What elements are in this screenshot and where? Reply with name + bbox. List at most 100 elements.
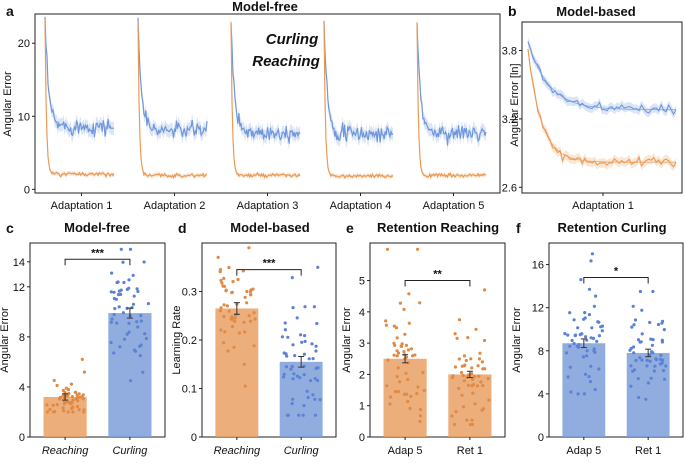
panel-c-point [71, 410, 75, 414]
panel-f-point [563, 332, 567, 336]
panel-c-ytick-label-2: 8 [19, 332, 25, 344]
panel-d-point [222, 314, 226, 319]
panel-e-point [395, 354, 399, 358]
panel-c-significance-bracket [64, 258, 131, 266]
panel-d-point [289, 367, 293, 371]
panel-c-point [109, 340, 113, 345]
panel-d-point [243, 295, 247, 299]
panel-a-ytick-label-0: 0 [24, 184, 30, 196]
panel-f-point [636, 377, 640, 381]
panel-a-line-curling-1 [44, 16, 115, 138]
panel-c-point [132, 294, 136, 298]
panel-c-point [127, 278, 131, 282]
panel-c-point [109, 290, 113, 294]
panel-d-significance-bracket [236, 269, 302, 276]
panel-letter-f: f [516, 220, 521, 236]
panel-c-point [117, 305, 121, 309]
panel-c-point [138, 344, 142, 348]
panel-e-point [466, 383, 470, 387]
panel-a-line-curling-5 [416, 23, 487, 146]
panel-f-point [644, 397, 648, 401]
panel-d-point [290, 276, 294, 280]
panel-a-line-curling-3 [230, 23, 301, 144]
panel-c-ytick-label-0: 0 [19, 432, 25, 444]
panel-e-point [474, 327, 478, 331]
panel-c-point [66, 410, 70, 414]
panel-e-point [418, 419, 422, 423]
panel-d-point [291, 343, 295, 347]
panel-e-point [405, 392, 409, 396]
panel-a-line-reaching-5 [416, 22, 487, 179]
panel-d-ytick-label-2: 0.2 [182, 335, 197, 347]
panel-c-xtick-label-2: Curling [112, 445, 148, 457]
panel-d-point [242, 362, 246, 366]
panel-d-point [292, 372, 296, 376]
panel-e-point [399, 344, 404, 348]
panel-e-point [418, 407, 423, 412]
panel-c-point [119, 288, 123, 292]
panel-e-point [471, 377, 475, 381]
panel-e-point [418, 301, 422, 305]
panel-d-point [286, 335, 290, 339]
panel-e-point [408, 406, 412, 410]
panel-f-ytick-label-4: 16 [532, 260, 544, 272]
panel-d-point [313, 413, 318, 417]
panel-a-band-curling-4 [324, 14, 393, 150]
panel-e-point [471, 391, 475, 395]
panel-f-point [597, 367, 601, 371]
panel-c-point [80, 357, 84, 361]
panel-f-point [596, 320, 600, 324]
panel-e-point [384, 323, 388, 327]
panel-c-point [122, 337, 127, 341]
panel-e-point [475, 384, 480, 388]
panel-d-point [318, 398, 322, 402]
panel-d-point [280, 335, 284, 339]
panel-d-point [252, 344, 256, 348]
panel-e-point [407, 292, 411, 296]
panel-f-point [589, 259, 593, 263]
panel-c-point [82, 410, 86, 414]
panel-c-point [135, 287, 139, 291]
panel-d-point [313, 397, 317, 401]
panel-f-point [592, 349, 596, 353]
panel-a-band-reaching-5 [417, 20, 486, 180]
panel-e-point [470, 422, 474, 427]
panel-e-xtick-label-2: Ret 1 [457, 445, 483, 457]
panel-d-point [218, 268, 222, 272]
panel-f-significance-bracket [583, 276, 649, 284]
panel-a-line-reaching-1 [44, 20, 115, 179]
panel-c-point [141, 370, 145, 374]
panel-d-significance-label: *** [263, 258, 277, 270]
panel-f-point [590, 326, 594, 330]
panel-e-point [413, 353, 417, 357]
panel-c-point [112, 312, 116, 317]
panel-b-title: Model-based [556, 4, 636, 19]
panel-e-point [470, 384, 474, 388]
panel-f-point [638, 356, 642, 360]
panel-e-point [393, 390, 398, 394]
panel-e-point [466, 373, 470, 377]
panel-c-point [119, 247, 123, 251]
panel-e-point [462, 364, 467, 368]
panel-e-point [481, 384, 485, 388]
panel-f-point [658, 357, 663, 361]
panel-f-point [575, 344, 579, 348]
panel-e-ytick-label-5: 5 [359, 276, 365, 288]
panel-e-point [462, 354, 467, 358]
panel-f-point [630, 325, 634, 329]
panel-d-point [219, 278, 223, 283]
panel-e-point [392, 353, 396, 357]
panel-c-point [45, 410, 50, 414]
panel-f-point [589, 336, 593, 340]
panel-c-point [66, 388, 71, 392]
panel-d-point [237, 331, 241, 335]
panel-a-band-reaching-4 [324, 19, 393, 180]
panel-e-point [395, 336, 399, 340]
panel-c-point [142, 260, 146, 264]
panel-f-point [587, 313, 592, 317]
panel-d-point [302, 404, 306, 408]
panel-e-point [406, 361, 410, 365]
panel-c-point [69, 402, 73, 406]
panel-c-ylabel: Angular Error [0, 307, 11, 373]
panel-c-point [61, 393, 65, 398]
